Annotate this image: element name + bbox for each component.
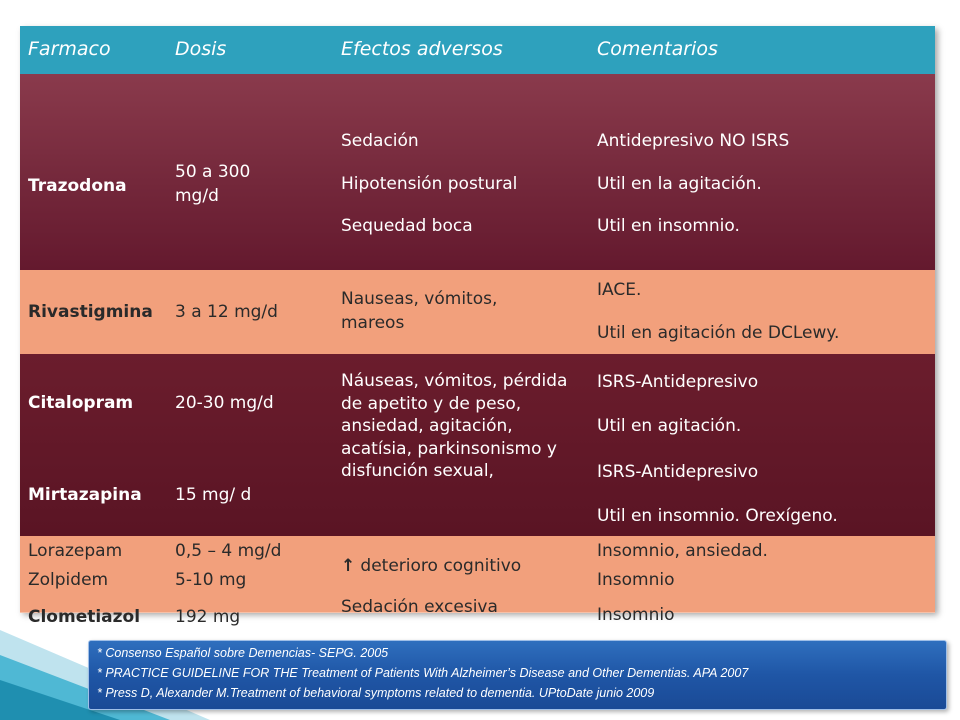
header-efectos: Efectos adversos	[341, 38, 503, 60]
header-dosis: Dosis	[175, 38, 227, 60]
header-farmaco: Farmaco	[28, 38, 111, 60]
table-row-rivastigmina: Rivastigmina 3 a 12 mg/d Nauseas, vómito…	[20, 270, 935, 355]
effect-item: Sequedad boca	[341, 216, 473, 236]
drug-name: Rivastigmina	[28, 302, 153, 322]
shared-effects: Náuseas, vómitos, pérdida de apetito y d…	[341, 371, 568, 481]
effect-item: ↑ deterioro cognitivo	[341, 555, 521, 577]
dose: 20-30 mg/d	[175, 393, 274, 413]
table-header-row: Farmaco Dosis Efectos adversos Comentari…	[20, 26, 935, 75]
dose: 50 a 300 mg/d	[175, 162, 251, 206]
table-row-citalopram-mirtazapina: Citalopram 20-30 mg/d Mirtazapina 15 mg/…	[20, 354, 935, 537]
drug-name: Trazodona	[28, 176, 127, 196]
dose: 3 a 12 mg/d	[175, 302, 278, 322]
comment-item: Insomnio	[597, 570, 675, 590]
dose: 192 mg	[175, 607, 241, 627]
drug-name: Clometiazol	[28, 607, 141, 627]
comment-item: Util en agitación.	[597, 416, 742, 436]
effect-item: Hipotensión postural	[341, 174, 518, 194]
drug-name: Lorazepam	[28, 541, 123, 561]
reference-item: * PRACTICE GUIDELINE FOR THE Treatment o…	[97, 666, 749, 680]
table-row-lorazepam-zolpidem-clometiazol: Lorazepam Zolpidem Clometiazol 0,5 – 4 m…	[20, 536, 935, 627]
comment-item: Util en agitación de DCLewy.	[597, 323, 840, 343]
comment-item: ISRS-Antidepresivo	[597, 462, 759, 482]
dose: 15 mg/ d	[175, 485, 252, 505]
table-row-trazodona: Trazodona 50 a 300 mg/d Sedación Hipoten…	[20, 74, 935, 271]
comment-item: Antidepresivo NO ISRS	[597, 131, 790, 151]
comment-item: Util en insomnio.	[597, 216, 740, 236]
drug-name: Citalopram	[28, 393, 134, 413]
drug-name: Zolpidem	[28, 570, 109, 590]
comment-item: Insomnio	[597, 605, 675, 625]
comment-item: Util en la agitación.	[597, 174, 762, 194]
comment-item: ISRS-Antidepresivo	[597, 372, 759, 392]
effects: Nauseas, vómitos, mareos	[341, 289, 498, 333]
effect-item: Sedación	[341, 131, 419, 151]
medication-table: Farmaco Dosis Efectos adversos Comentari…	[20, 26, 935, 627]
comment-item: Insomnio, ansiedad.	[597, 541, 768, 561]
dose: 0,5 – 4 mg/d	[175, 541, 282, 561]
drug-name: Mirtazapina	[28, 485, 142, 505]
reference-item: * Press D, Alexander M.Treatment of beha…	[97, 686, 655, 700]
up-arrow-icon: ↑	[341, 556, 356, 576]
references-box: * Consenso Español sobre Demencias- SEPG…	[88, 640, 947, 710]
effect-item: Sedación excesiva	[341, 597, 498, 617]
effect-text: deterioro cognitivo	[360, 556, 522, 576]
header-comentarios: Comentarios	[597, 38, 718, 60]
comment-item: IACE.	[597, 280, 642, 300]
reference-item: * Consenso Español sobre Demencias- SEPG…	[97, 646, 389, 660]
dose: 5-10 mg	[175, 570, 247, 590]
comment-item: Util en insomnio. Orexígeno.	[597, 506, 838, 526]
